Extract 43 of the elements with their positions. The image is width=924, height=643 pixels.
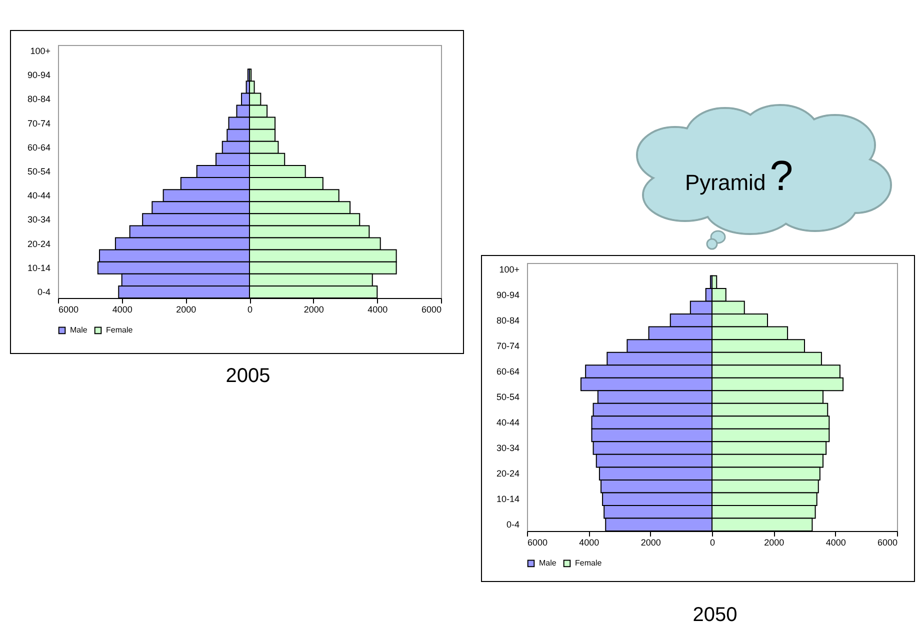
- y-tick-label: 80-84: [27, 94, 50, 104]
- y-tick-label: 50-54: [27, 166, 50, 176]
- legend-label: Male: [539, 558, 557, 568]
- x-tick-label: 0: [247, 304, 253, 314]
- y-tick-label: 70-74: [27, 118, 50, 128]
- y-tick-label: 70-74: [496, 340, 520, 351]
- y-tick-label: 30-34: [496, 443, 520, 454]
- x-tick-label: 6000: [421, 304, 442, 314]
- x-tick-label: 4000: [368, 304, 388, 314]
- x-tick-label: 2000: [764, 538, 784, 548]
- x-tick-label: 4000: [826, 538, 846, 548]
- x-tick-label: 6000: [877, 538, 898, 548]
- y-tick-label: 40-44: [496, 418, 520, 428]
- y-tick-label: 20-24: [27, 238, 50, 249]
- y-tick-label: 10-14: [27, 262, 50, 273]
- x-tick-label: 4000: [112, 304, 132, 314]
- x-tick-label: 6000: [528, 538, 548, 548]
- y-tick-label: 100+: [499, 264, 520, 274]
- y-tick-label: 90-94: [27, 70, 50, 80]
- text: 2005: [224, 365, 272, 388]
- x-tick-label: 4000: [579, 538, 600, 548]
- y-tick-label: 100+: [30, 46, 50, 56]
- legend-label: Male: [70, 325, 88, 334]
- y-tick-label: 0-4: [37, 286, 50, 297]
- text: 2050: [692, 604, 738, 627]
- y-tick-label: 20-24: [496, 468, 520, 479]
- x-tick-label: 2000: [640, 538, 661, 548]
- x-tick-label: 2000: [176, 304, 196, 314]
- y-tick-label: 40-44: [27, 190, 50, 201]
- y-tick-label: 50-54: [496, 392, 520, 402]
- y-tick-label: 10-14: [496, 494, 520, 504]
- y-tick-label: 90-94: [496, 290, 520, 300]
- x-tick-label: 2000: [304, 304, 324, 314]
- legend-label: Female: [575, 558, 602, 568]
- y-tick-label: 0-4: [506, 520, 520, 530]
- y-tick-label: 80-84: [496, 315, 520, 326]
- legend-label: Female: [106, 325, 134, 334]
- x-tick-label: 0: [710, 538, 716, 548]
- text: Pyramid?: [685, 152, 794, 199]
- y-tick-label: 30-34: [27, 214, 50, 225]
- y-tick-label: 60-64: [27, 142, 50, 152]
- y-tick-label: 60-64: [496, 366, 520, 376]
- x-tick-label: 6000: [58, 304, 79, 314]
